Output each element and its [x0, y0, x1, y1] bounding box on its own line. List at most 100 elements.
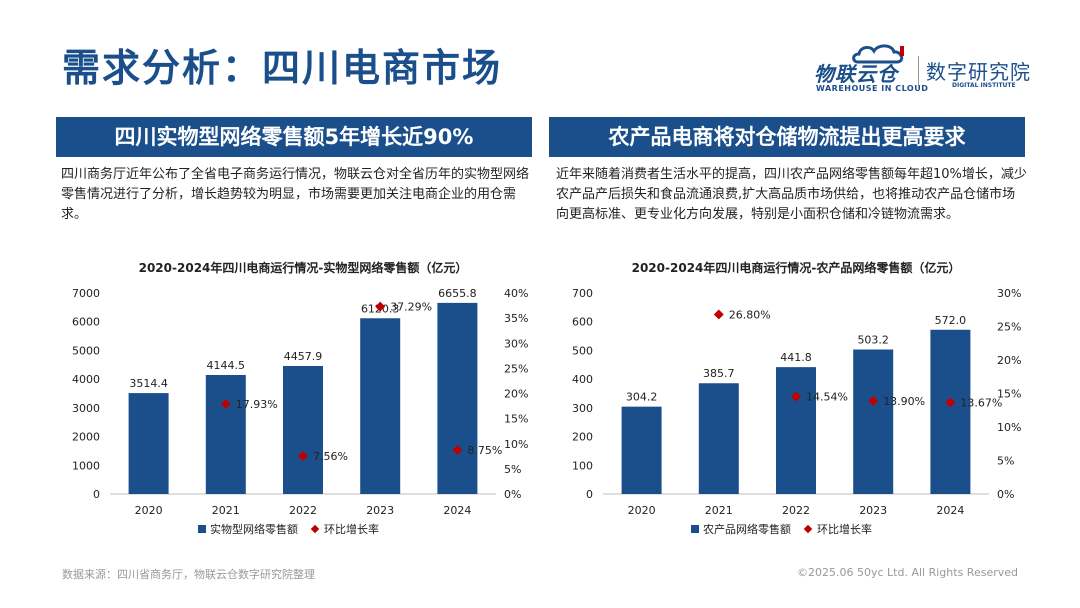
- growth-rate-label: 7.56%: [313, 450, 348, 463]
- bar-value-label: 304.2: [626, 391, 658, 404]
- y2-tick-label: 15%: [997, 388, 1021, 401]
- bar-value-label: 4144.5: [207, 359, 246, 372]
- y-tick-label: 1000: [72, 459, 100, 472]
- chart-svg: 2020-2024年四川电商运行情况-农产品网络零售额（亿元） 0 100 200 30…: [572, 260, 1021, 536]
- y2-tick-label: 0%: [504, 488, 521, 501]
- right-panel-description: 近年来随着消费者生活水平的提高，四川农产品网络零售额每年超10%增长，减少农产品…: [556, 167, 1027, 222]
- bar: [360, 318, 401, 494]
- data-source-note: 数据来源：四川省商务厅，物联云仓数字研究院整理: [62, 568, 315, 581]
- x-tick-label: 2021: [212, 504, 240, 517]
- growth-rate-label: 13.90%: [883, 395, 925, 408]
- chart-svg: 2020-2024年四川电商运行情况-实物型网络零售额（亿元） 0 1000 2000…: [72, 260, 528, 536]
- bar-value-label: 503.2: [857, 334, 889, 347]
- legend-marker-label: 环比增长率: [324, 522, 379, 536]
- bar-value-label: 4457.9: [284, 350, 323, 363]
- copyright-note: ©2025.06 50yc Ltd. All Rights Reserved: [797, 566, 1018, 579]
- chart-title: 2020-2024年四川电商运行情况-农产品网络零售额（亿元）: [632, 260, 961, 275]
- x-tick-label: 2021: [705, 504, 733, 517]
- growth-rate-marker: [945, 397, 956, 408]
- bar-value-label: 6655.8: [438, 287, 477, 300]
- x-tick-label: 2020: [135, 504, 163, 517]
- y2-tick-label: 10%: [504, 438, 528, 451]
- y-tick-label: 7000: [72, 287, 100, 300]
- x-tick-label: 2022: [782, 504, 810, 517]
- right-panel-title: 农产品电商将对仓储物流提出更高要求: [549, 117, 1025, 157]
- growth-rate-marker: [220, 398, 231, 409]
- growth-rate-label: 37.29%: [390, 301, 432, 314]
- y2-tick-label: 20%: [504, 388, 528, 401]
- bar-value-label: 385.7: [703, 367, 735, 380]
- bar: [128, 393, 169, 494]
- y-tick-label: 500: [572, 344, 593, 357]
- y-tick-label: 2000: [72, 431, 100, 444]
- x-tick-label: 2024: [443, 504, 471, 517]
- y-tick-label: 0: [586, 488, 593, 501]
- x-tick-label: 2023: [859, 504, 887, 517]
- y2-tick-label: 30%: [504, 337, 528, 350]
- bar: [205, 374, 246, 494]
- x-tick-label: 2024: [936, 504, 964, 517]
- y-tick-label: 300: [572, 402, 593, 415]
- bar: [621, 406, 662, 494]
- bar-value-label: 572.0: [935, 314, 967, 327]
- growth-rate-label: 8.75%: [467, 444, 502, 457]
- legend-bar-swatch: [198, 525, 206, 533]
- left-panel-title: 四川实物型网络零售额5年增长近90%: [56, 117, 532, 157]
- bar: [776, 367, 816, 494]
- legend-marker-label: 环比增长率: [817, 522, 872, 536]
- y-tick-label: 5000: [72, 344, 100, 357]
- y2-tick-label: 5%: [504, 463, 521, 476]
- growth-rate-marker: [298, 451, 308, 461]
- brand-logo: 物联云仓 WAREHOUSE IN CLOUD 数字研究院 DIGITAL IN…: [812, 42, 1032, 98]
- bar-value-label: 441.8: [780, 351, 812, 364]
- chart-physical-goods-retail: 2020-2024年四川电商运行情况-实物型网络零售额（亿元） 0 1000 2000…: [56, 250, 532, 550]
- growth-rate-label: 26.80%: [729, 308, 771, 321]
- bar: [283, 365, 323, 494]
- legend-marker-swatch: [310, 524, 320, 534]
- y-tick-label: 200: [572, 431, 593, 444]
- y-tick-label: 6000: [72, 316, 100, 329]
- y-tick-label: 4000: [72, 373, 100, 386]
- institute-name-en: DIGITAL INSTITUTE: [952, 82, 1016, 89]
- y-tick-label: 700: [572, 287, 593, 300]
- bar: [698, 383, 739, 494]
- legend-bar-label: 农产品网络零售额: [703, 522, 791, 536]
- y2-tick-label: 15%: [504, 413, 528, 426]
- y2-tick-label: 25%: [997, 321, 1021, 334]
- growth-rate-marker: [791, 391, 801, 402]
- y2-tick-label: 30%: [997, 287, 1021, 300]
- y-tick-label: 100: [572, 459, 593, 472]
- chart-agricultural-retail: 2020-2024年四川电商运行情况-农产品网络零售额（亿元） 0 100 200 30…: [549, 250, 1025, 550]
- y2-tick-label: 20%: [997, 354, 1021, 367]
- y2-tick-label: 25%: [504, 362, 528, 375]
- y-tick-label: 0: [93, 488, 100, 501]
- cloud-icon: [852, 44, 904, 64]
- page-title: 需求分析：四川电商市场: [62, 46, 503, 90]
- chart-title: 2020-2024年四川电商运行情况-实物型网络零售额（亿元）: [139, 260, 468, 275]
- y-tick-label: 400: [572, 373, 593, 386]
- bar: [853, 349, 894, 494]
- logo-divider: [918, 56, 919, 90]
- y2-tick-label: 40%: [504, 287, 528, 300]
- bar-value-label: 3514.4: [129, 377, 168, 390]
- bar: [930, 329, 971, 494]
- y-tick-label: 600: [572, 316, 593, 329]
- legend-bar-swatch: [691, 525, 699, 533]
- logo-name: 物联云仓: [814, 62, 898, 86]
- legend-bar-label: 实物型网络零售额: [210, 522, 298, 536]
- x-tick-label: 2022: [289, 504, 317, 517]
- legend-marker-swatch: [803, 524, 813, 534]
- left-panel-description: 四川商务厅近年公布了全省电子商务运行情况，物联云仓对全省历年的实物型网络零售情况…: [61, 167, 530, 222]
- x-tick-label: 2023: [366, 504, 394, 517]
- y-tick-label: 3000: [72, 402, 100, 415]
- logo-name-en: WAREHOUSE IN CLOUD: [816, 84, 929, 93]
- y2-tick-label: 5%: [997, 455, 1014, 468]
- x-tick-label: 2020: [628, 504, 656, 517]
- growth-rate-label: 17.93%: [236, 398, 278, 411]
- growth-rate-label: 14.54%: [806, 391, 848, 404]
- growth-rate-marker: [868, 395, 879, 406]
- growth-rate-label: 13.67%: [960, 396, 1002, 409]
- institute-name: 数字研究院: [926, 60, 1031, 84]
- y2-tick-label: 0%: [997, 488, 1014, 501]
- bar: [437, 302, 478, 494]
